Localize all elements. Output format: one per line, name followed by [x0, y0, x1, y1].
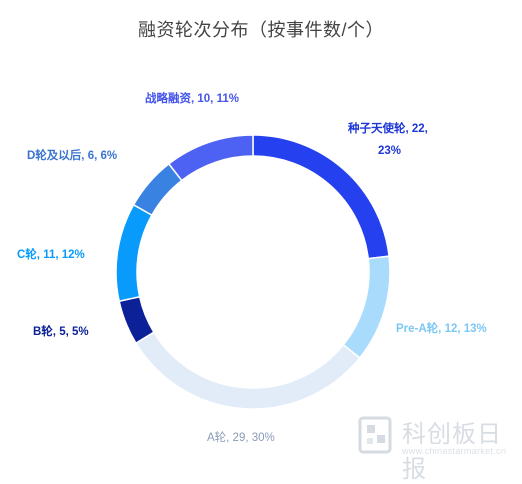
slice-data-label: 战略融资, 10, 11%	[145, 90, 239, 106]
watermark-url: www.chinastarmarket.cn	[402, 446, 507, 456]
donut-slice	[167, 134, 254, 182]
watermark-logo-icon	[358, 416, 392, 454]
donut-slice	[342, 255, 391, 359]
slice-data-label-line: 战略融资, 10, 11%	[145, 93, 239, 105]
slice-data-label: Pre-A轮, 12, 13%	[396, 320, 487, 336]
slice-data-label: D轮及以后, 6, 6%	[27, 147, 117, 163]
slice-data-label-line: B轮, 5, 5%	[33, 326, 89, 338]
slice-data-label: B轮, 5, 5%	[33, 323, 89, 339]
slice-data-label-line: 种子天使轮, 22,	[348, 123, 428, 135]
donut-slice	[134, 331, 361, 410]
slice-data-label-line: D轮及以后, 6, 6%	[27, 150, 118, 162]
slice-data-label: C轮, 11, 12%	[17, 246, 85, 262]
donut-chart	[115, 134, 391, 410]
donut-slice	[115, 203, 153, 303]
watermark: 科创板日报 www.chinastarmarket.cn	[358, 412, 518, 483]
chart-title: 融资轮次分布（按事件数/个）	[138, 20, 384, 40]
slice-data-label-line: C轮, 11, 12%	[17, 249, 85, 261]
slice-data-label-line: A轮, 29, 30%	[207, 432, 275, 444]
slice-data-label-line: 23%	[378, 145, 402, 157]
slice-data-label-line: Pre-A轮, 12, 13%	[396, 323, 487, 335]
donut-slice	[118, 295, 155, 345]
slice-data-label: A轮, 29, 30%	[207, 429, 275, 445]
slice-data-label: 种子天使轮, 22, 23%	[348, 118, 428, 162]
